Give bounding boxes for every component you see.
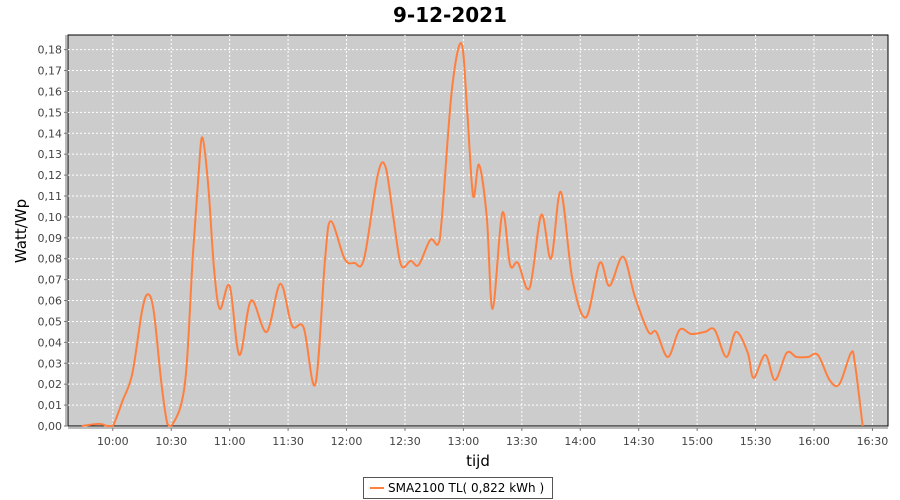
y-tick-label: 0,15	[38, 106, 63, 119]
y-tick-label: 0,00	[38, 420, 63, 433]
y-tick-label: 0,11	[38, 190, 63, 203]
x-tick-label: 10:30	[155, 435, 187, 448]
y-tick-label: 0,04	[38, 336, 63, 349]
series-layer	[81, 42, 864, 428]
y-tick-label: 0,16	[38, 85, 63, 98]
x-tick-label: 15:00	[681, 435, 713, 448]
y-tick-label: 0,05	[38, 315, 63, 328]
y-tick-label: 0,06	[38, 295, 63, 308]
x-tick-label: 16:00	[798, 435, 830, 448]
y-tick-label: 0,14	[38, 127, 63, 140]
x-tick-label: 14:00	[564, 435, 596, 448]
y-tick-label: 0,09	[38, 232, 63, 245]
x-tick-label: 14:30	[623, 435, 655, 448]
legend-swatch	[370, 487, 384, 489]
x-tick-label: 11:30	[272, 435, 304, 448]
x-tick-label: 13:30	[506, 435, 538, 448]
y-tick-label: 0,07	[38, 274, 63, 287]
x-tick-label: 12:30	[389, 435, 421, 448]
y-tick-label: 0,18	[38, 44, 63, 57]
y-axis-label: Watt/Wp	[12, 199, 30, 263]
x-tick-label: 11:00	[214, 435, 246, 448]
axes: 0,00 0,01 0,02 0,03 0,04 0,05 0,06 0,07 0,08 0,09…	[38, 35, 889, 448]
x-tick-label: 13:00	[448, 435, 480, 448]
y-tick-label: 0,12	[38, 169, 63, 182]
y-tick-label: 0,10	[38, 211, 63, 224]
y-tick-label: 0,03	[38, 357, 63, 370]
x-tick-label: 10:00	[97, 435, 129, 448]
legend-label: SMA2100 TL( 0,822 kWh )	[388, 481, 545, 495]
y-tick-label: 0,02	[38, 378, 63, 391]
y-tick-label: 0,13	[38, 148, 63, 161]
x-tick-label: 12:00	[331, 435, 363, 448]
legend: SMA2100 TL( 0,822 kWh )	[363, 477, 554, 499]
plot-area	[67, 34, 889, 427]
chart-title: 9-12-2021	[392, 3, 507, 27]
series-line	[81, 42, 864, 428]
x-tick-label: 15:30	[740, 435, 772, 448]
x-tick-label: 16:30	[857, 435, 889, 448]
y-tick-label: 0,01	[38, 399, 63, 412]
y-tick-label: 0,17	[38, 65, 63, 78]
y-tick-label: 0,08	[38, 253, 63, 266]
x-axis-label: tijd	[466, 452, 490, 470]
